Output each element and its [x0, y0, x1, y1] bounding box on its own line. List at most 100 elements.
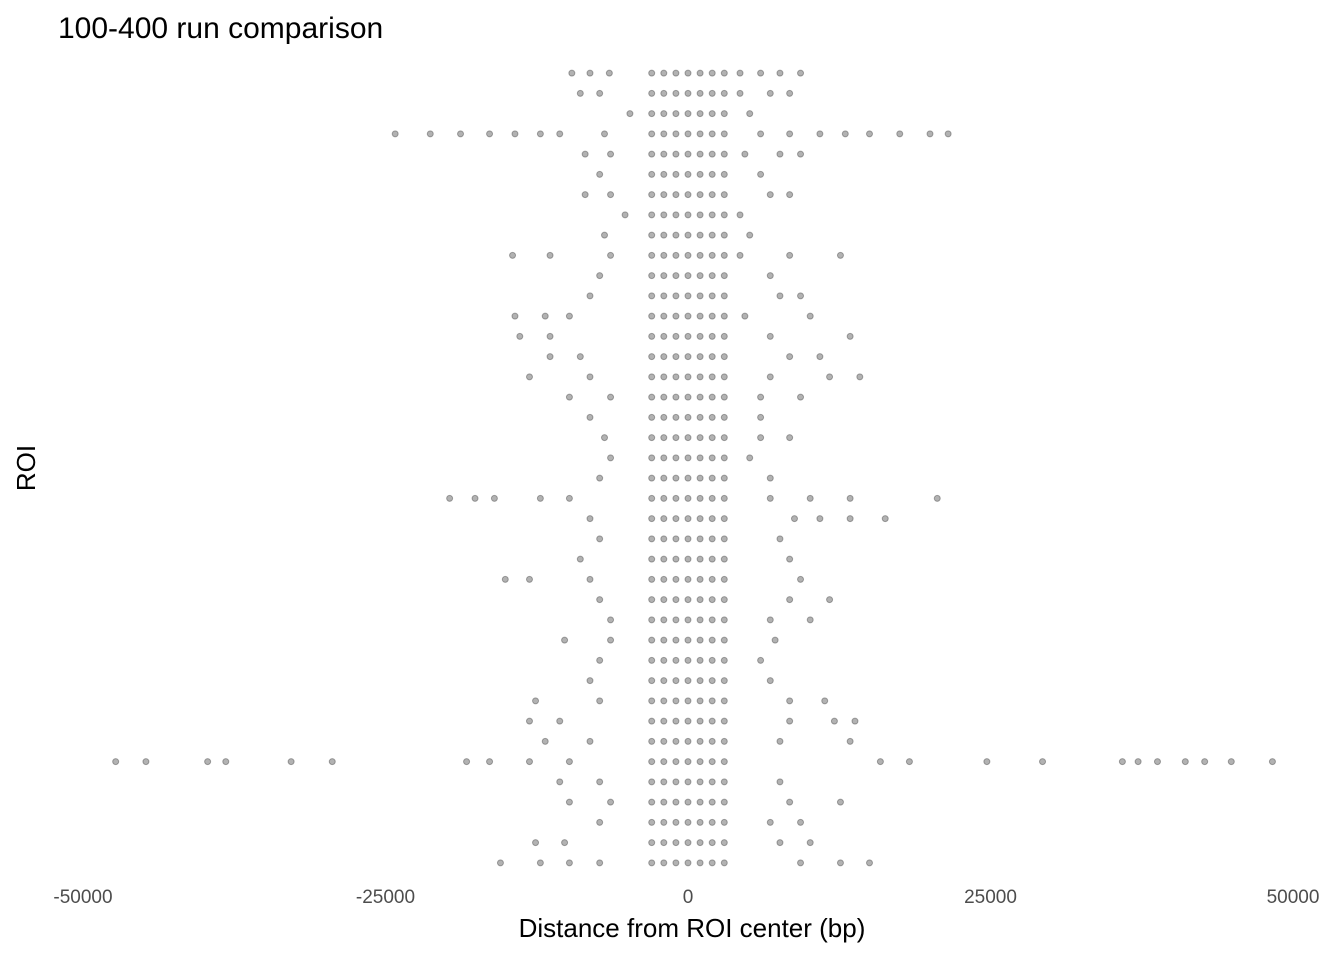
- point: [771, 636, 779, 644]
- point: [684, 515, 692, 523]
- point: [696, 575, 704, 583]
- point: [720, 211, 728, 219]
- point: [660, 758, 668, 766]
- point: [648, 758, 656, 766]
- point: [660, 332, 668, 340]
- point: [696, 697, 704, 705]
- point: [720, 89, 728, 97]
- point: [672, 758, 680, 766]
- point: [776, 292, 784, 300]
- point: [684, 717, 692, 725]
- point: [708, 596, 716, 604]
- point: [708, 758, 716, 766]
- point: [672, 373, 680, 381]
- point: [757, 130, 765, 138]
- point: [525, 373, 533, 381]
- point: [684, 373, 692, 381]
- point: [766, 191, 774, 199]
- point: [511, 130, 519, 138]
- point: [586, 413, 594, 421]
- point: [708, 778, 716, 786]
- point: [684, 272, 692, 280]
- point: [672, 231, 680, 239]
- point: [696, 535, 704, 543]
- point: [607, 150, 615, 158]
- point: [660, 312, 668, 320]
- point: [720, 191, 728, 199]
- point: [561, 839, 569, 847]
- point: [660, 150, 668, 158]
- point: [684, 575, 692, 583]
- point: [660, 69, 668, 77]
- point: [660, 434, 668, 442]
- point: [741, 312, 749, 320]
- point: [672, 272, 680, 280]
- point: [596, 656, 604, 664]
- point: [696, 555, 704, 563]
- point: [660, 130, 668, 138]
- point: [696, 616, 704, 624]
- point: [696, 69, 704, 77]
- point: [660, 697, 668, 705]
- point: [660, 616, 668, 624]
- point: [660, 737, 668, 745]
- point: [736, 251, 744, 259]
- point: [786, 89, 794, 97]
- point: [648, 474, 656, 482]
- point: [648, 373, 656, 381]
- point: [708, 272, 716, 280]
- point: [786, 555, 794, 563]
- point: [391, 130, 399, 138]
- point: [746, 454, 754, 462]
- point: [696, 272, 704, 280]
- point: [708, 251, 716, 259]
- point: [708, 292, 716, 300]
- point: [586, 373, 594, 381]
- point: [776, 150, 784, 158]
- point: [684, 332, 692, 340]
- point: [586, 69, 594, 77]
- point: [846, 332, 854, 340]
- point: [736, 211, 744, 219]
- point: [648, 110, 656, 118]
- point: [708, 474, 716, 482]
- point: [944, 130, 952, 138]
- point: [561, 636, 569, 644]
- point: [648, 69, 656, 77]
- point: [287, 758, 295, 766]
- point: [596, 818, 604, 826]
- point: [672, 292, 680, 300]
- point: [696, 636, 704, 644]
- point: [222, 758, 230, 766]
- point: [607, 636, 615, 644]
- point: [806, 494, 814, 502]
- point: [486, 758, 494, 766]
- point: [565, 312, 573, 320]
- point: [672, 818, 680, 826]
- point: [525, 717, 533, 725]
- point: [720, 69, 728, 77]
- point: [826, 373, 834, 381]
- point: [601, 434, 609, 442]
- point: [696, 474, 704, 482]
- point: [648, 353, 656, 361]
- point: [672, 616, 680, 624]
- point: [684, 494, 692, 502]
- point: [684, 636, 692, 644]
- x-tick-label: -25000: [356, 887, 415, 908]
- point: [696, 758, 704, 766]
- point: [826, 596, 834, 604]
- point: [581, 191, 589, 199]
- point: [896, 130, 904, 138]
- point: [660, 535, 668, 543]
- point: [648, 130, 656, 138]
- point: [576, 89, 584, 97]
- point: [509, 251, 517, 259]
- point: [586, 575, 594, 583]
- point: [672, 717, 680, 725]
- point: [836, 251, 844, 259]
- point: [596, 89, 604, 97]
- point: [660, 413, 668, 421]
- point: [720, 778, 728, 786]
